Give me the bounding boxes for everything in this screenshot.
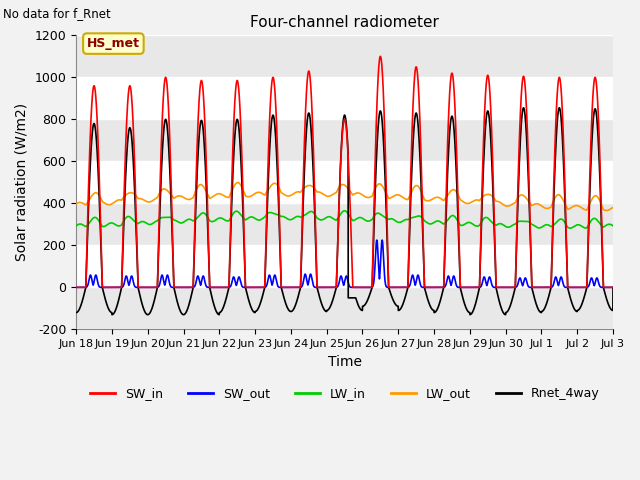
Bar xyxy=(76,120,613,161)
X-axis label: Time: Time xyxy=(328,355,362,369)
Bar xyxy=(76,36,613,77)
Title: Four-channel radiometer: Four-channel radiometer xyxy=(250,15,439,30)
Bar xyxy=(76,288,613,329)
Text: No data for f_Rnet: No data for f_Rnet xyxy=(3,7,111,20)
Legend: SW_in, SW_out, LW_in, LW_out, Rnet_4way: SW_in, SW_out, LW_in, LW_out, Rnet_4way xyxy=(85,383,604,406)
Y-axis label: Solar radiation (W/m2): Solar radiation (W/m2) xyxy=(15,103,29,262)
Text: HS_met: HS_met xyxy=(87,37,140,50)
Bar xyxy=(76,204,613,245)
